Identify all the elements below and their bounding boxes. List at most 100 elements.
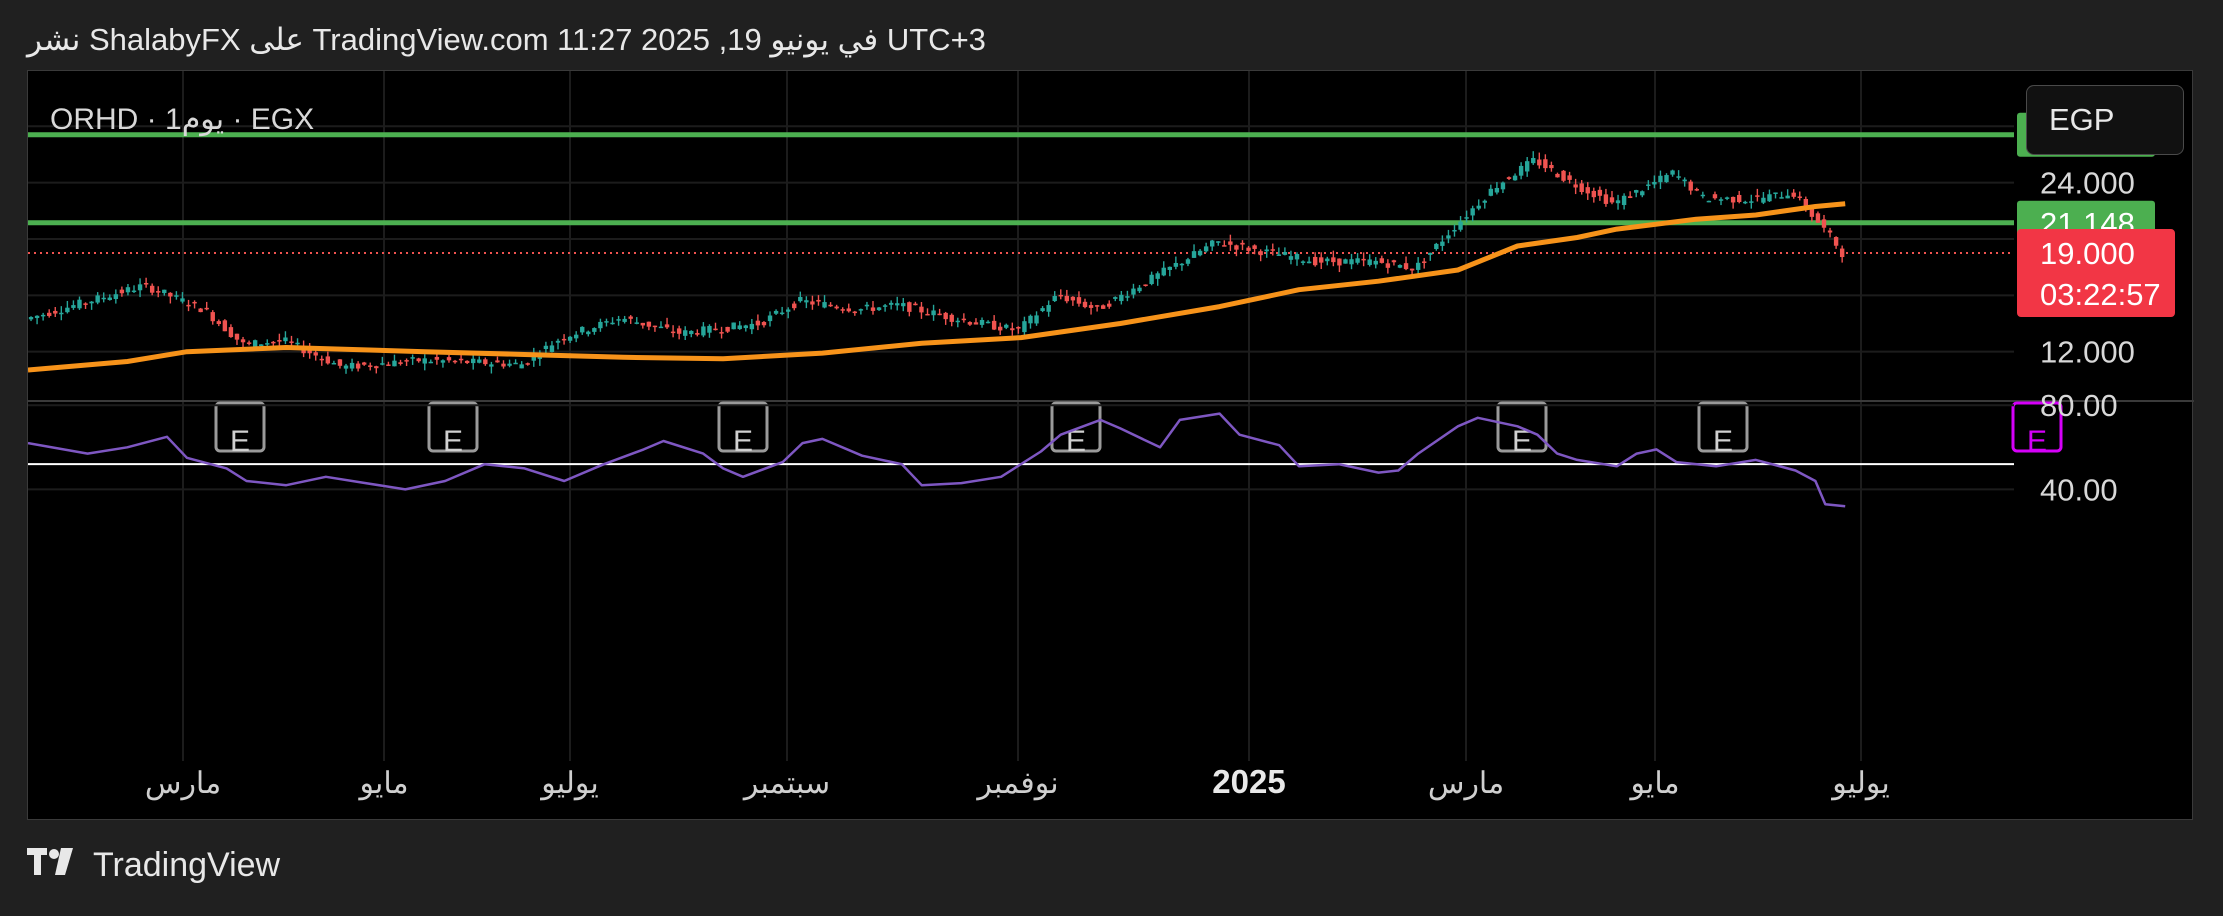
candle-body — [1070, 296, 1076, 301]
candle-body — [386, 364, 391, 366]
candle-body — [749, 323, 755, 330]
candle-body — [1658, 175, 1663, 183]
candle-body — [374, 366, 379, 369]
candle-body — [1397, 265, 1403, 268]
horizontal-levels — [28, 132, 2014, 255]
candle-body — [664, 324, 670, 328]
candle-body — [816, 299, 821, 302]
candle-body — [1100, 305, 1106, 309]
time-axis: مارس مايو يوليو سبتمبر نوفمبر 2025 مارس مايو يول… — [145, 763, 1890, 801]
candle-body — [876, 307, 882, 311]
candle-body — [119, 289, 125, 294]
candle-body — [858, 309, 864, 311]
candle-body — [773, 310, 779, 314]
candle-body — [1839, 248, 1845, 258]
candle-body — [295, 342, 300, 345]
candle-body — [610, 322, 615, 325]
candle-body — [519, 364, 524, 369]
candle-body — [65, 307, 70, 313]
candle-body — [1743, 201, 1748, 204]
candle-body — [416, 358, 421, 362]
candle-body — [1561, 170, 1566, 181]
candle-body — [1022, 321, 1027, 333]
candle-body — [252, 340, 258, 348]
candle-body — [1349, 259, 1354, 265]
candle-body — [1046, 305, 1051, 312]
candle-body — [1567, 175, 1572, 180]
candle-body — [955, 320, 960, 323]
earnings-marker — [427, 401, 479, 453]
candle-body — [1573, 184, 1578, 188]
candle-body — [949, 314, 954, 322]
candle-body — [967, 322, 973, 325]
candle-body — [1464, 217, 1469, 219]
candle-body — [1234, 245, 1239, 250]
candle-body — [1833, 237, 1839, 246]
candle-body — [495, 360, 500, 363]
earnings-marker — [214, 401, 266, 453]
candle-body — [1736, 194, 1742, 203]
candle-body — [1355, 258, 1360, 263]
candle-body — [458, 358, 464, 361]
candle-body — [1028, 315, 1033, 324]
candle-body — [1670, 170, 1675, 175]
candle-body — [943, 312, 948, 320]
candle-body — [1791, 192, 1796, 197]
candle-body — [1379, 258, 1385, 263]
candle-body — [174, 295, 179, 297]
candle-body — [319, 358, 324, 361]
candle-body — [1240, 242, 1245, 245]
candle-body — [1482, 200, 1487, 203]
candle-body — [1549, 165, 1554, 169]
candle-body — [531, 354, 536, 361]
candle-body — [973, 322, 979, 325]
candle-body — [422, 358, 427, 364]
candle-body — [1179, 263, 1185, 266]
candle-body — [683, 330, 688, 336]
candle-body — [1076, 297, 1082, 304]
candle-body — [792, 303, 797, 309]
candle-body — [652, 325, 658, 328]
candle-body — [561, 338, 567, 341]
candle-body — [1010, 328, 1015, 331]
candle-body — [1476, 205, 1481, 209]
candle-body — [113, 294, 119, 300]
candle-body — [131, 290, 137, 293]
earnings-marker-label: E — [1512, 425, 1532, 458]
candle-body — [1113, 297, 1118, 299]
candle-body — [1537, 159, 1542, 166]
candle-body — [186, 304, 191, 307]
candle-body — [543, 345, 549, 350]
moving-average-line — [28, 201, 1846, 373]
grid-lines — [28, 71, 2194, 761]
earnings-marker — [1050, 401, 1102, 453]
tradingview-logo-icon — [27, 846, 81, 885]
candle-body — [259, 344, 264, 347]
candle-body — [1470, 208, 1475, 216]
candle-body — [707, 325, 712, 333]
candle-body — [198, 308, 203, 313]
candle-body — [1040, 308, 1045, 312]
candle-body — [695, 333, 700, 335]
candle-body — [925, 313, 930, 316]
candle-body — [107, 297, 112, 301]
candle-body — [628, 316, 633, 319]
candle-body — [767, 315, 773, 322]
last-price-label: 19.000 — [2040, 236, 2135, 271]
candle-body — [162, 289, 167, 294]
earnings-marker-label: E — [1066, 425, 1086, 458]
candle-body — [28, 317, 34, 320]
candle-body — [337, 359, 343, 366]
candle-body — [1373, 260, 1378, 265]
currency-button[interactable]: EGP — [2026, 85, 2184, 155]
tradingview-brand[interactable]: TradingView — [27, 846, 280, 885]
candle-body — [1258, 251, 1263, 256]
candle-body — [1391, 260, 1397, 263]
candle-body — [1264, 249, 1269, 252]
candle-body — [361, 362, 367, 365]
candle-body — [277, 340, 282, 342]
candle-body — [1755, 195, 1760, 197]
